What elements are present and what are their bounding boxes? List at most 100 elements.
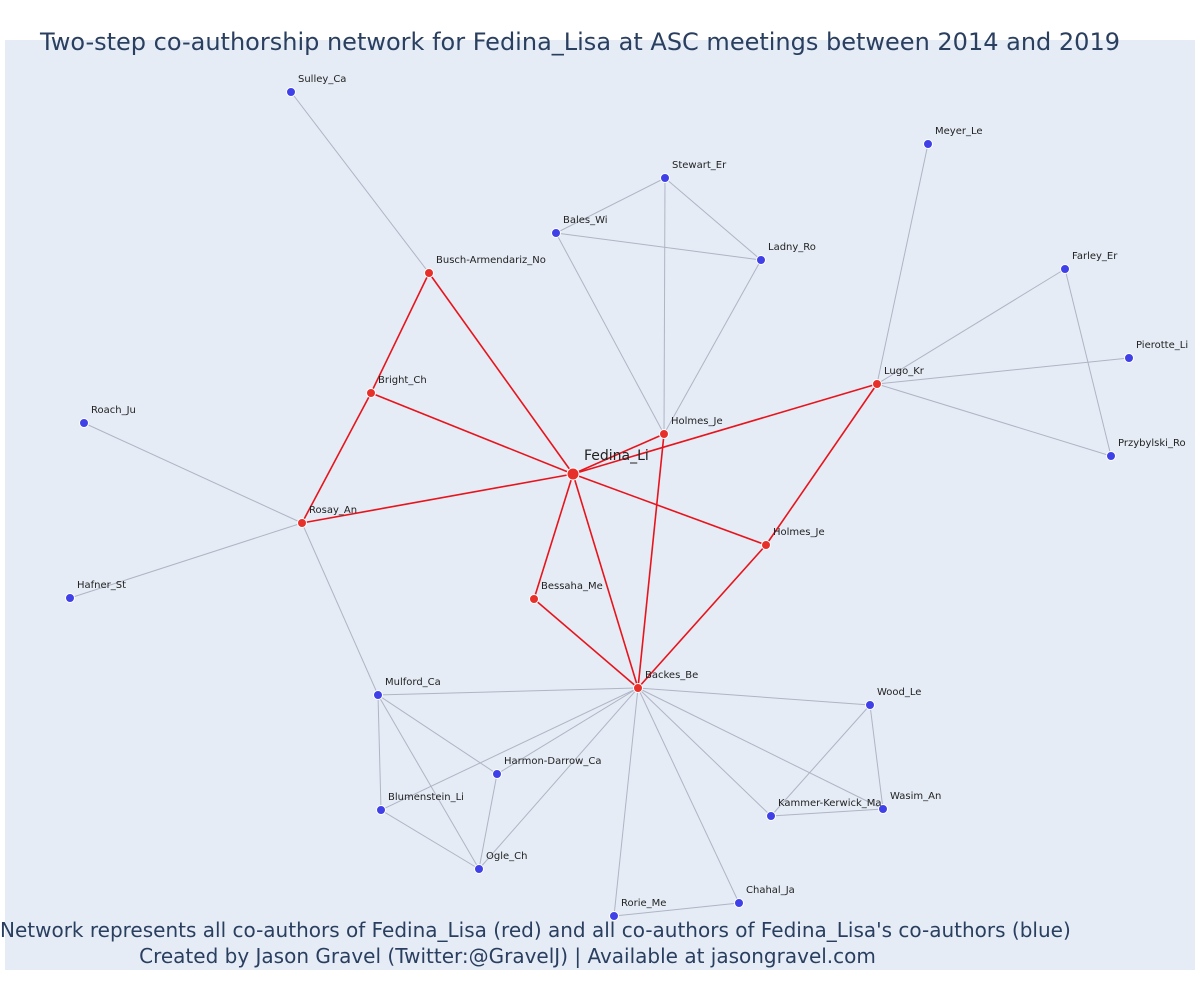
chart-title: Two-step co-authorship network for Fedin…: [40, 28, 1120, 56]
node-label-rorie: Rorie_Me: [621, 898, 666, 909]
edge-bessaha-backes: [533, 598, 639, 689]
edge-fedina-bessaha: [533, 473, 574, 600]
node-wasim[interactable]: [878, 804, 888, 814]
node-label-mulford: Mulford_Ca: [385, 677, 441, 688]
edge-fedina-rosay: [301, 473, 574, 524]
plot-area: [5, 40, 1195, 970]
node-label-holmes1: Holmes_Je: [671, 416, 723, 427]
node-sulley[interactable]: [286, 87, 296, 97]
node-busch[interactable]: [424, 268, 434, 278]
node-layer: [65, 87, 1134, 921]
node-label-pierotte: Pierotte_Li: [1136, 340, 1188, 351]
node-bessaha[interactable]: [529, 594, 539, 604]
node-label-stewart: Stewart_Er: [672, 160, 727, 171]
edge-przybylski-lugo: [876, 383, 1112, 457]
edge-busch-bright: [370, 272, 430, 394]
node-bales[interactable]: [551, 228, 561, 238]
node-label-backes: Backes_Be: [645, 670, 698, 681]
node-label-bright: Bright_Ch: [378, 375, 427, 386]
edge-hafner-rosay: [69, 522, 303, 599]
node-rorie[interactable]: [609, 911, 619, 921]
edge-rorie-chahal: [613, 902, 740, 917]
edge-holmes2-backes: [637, 544, 767, 689]
edge-fedina-lugo: [572, 383, 878, 475]
node-label-kammer: Kammer-Kerwick_Ma: [778, 798, 882, 809]
node-harmon[interactable]: [492, 769, 502, 779]
edge-farley-przybylski: [1064, 268, 1112, 457]
node-backes[interactable]: [633, 683, 643, 693]
edge-fedina-holmes2: [572, 473, 767, 546]
edge-ogle-backes: [478, 687, 639, 870]
node-label-bales: Bales_Wi: [563, 215, 608, 226]
edge-harmon-backes: [496, 687, 639, 775]
edge-blumenstein-ogle: [380, 809, 480, 870]
edge-bright-rosay: [301, 392, 372, 524]
node-label-ladny: Ladny_Ro: [768, 242, 816, 253]
node-label-fedina: Fedina_Li: [584, 448, 649, 464]
node-kammer[interactable]: [766, 811, 776, 821]
edge-stewart-ladny: [664, 177, 762, 261]
edge-backes-rorie: [613, 687, 639, 917]
edge-fedina-bright: [370, 392, 574, 475]
edge-meyer-lugo: [876, 143, 929, 385]
edge-ladny-holmes1: [663, 259, 762, 435]
node-label-hafner: Hafner_St: [77, 580, 126, 591]
edge-fedina-busch: [428, 272, 574, 475]
edge-bales-ladny: [555, 232, 762, 261]
edge-wood-wasim: [869, 704, 884, 810]
node-farley[interactable]: [1060, 264, 1070, 274]
node-bright[interactable]: [366, 388, 376, 398]
edge-fedina-backes: [572, 473, 639, 689]
edge-wood-kammer: [770, 704, 871, 817]
node-chahal[interactable]: [734, 898, 744, 908]
node-holmes2[interactable]: [761, 540, 771, 550]
edge-mulford-ogle: [377, 694, 480, 870]
node-label-meyer: Meyer_Le: [935, 126, 983, 137]
edge-mulford-backes: [377, 687, 639, 696]
node-label-ogle: Ogle_Ch: [486, 851, 527, 862]
node-rosay[interactable]: [297, 518, 307, 528]
edge-fedina-holmes1: [572, 433, 665, 475]
edge-bales-holmes1: [555, 232, 665, 435]
edge-mulford-blumenstein: [377, 694, 382, 811]
edge-roach-rosay: [83, 422, 303, 524]
edge-farley-lugo: [876, 268, 1066, 385]
node-label-holmes2: Holmes_Je: [773, 527, 825, 538]
node-label-farley: Farley_Er: [1072, 251, 1118, 262]
edge-backes-kammer: [637, 687, 772, 817]
edge-stewart-bales: [555, 177, 666, 234]
node-blumenstein[interactable]: [376, 805, 386, 815]
node-ladny[interactable]: [756, 255, 766, 265]
edge-harmon-ogle: [478, 773, 498, 870]
node-fedina[interactable]: [566, 467, 580, 481]
edge-stewart-holmes1: [663, 177, 666, 435]
node-ogle[interactable]: [474, 864, 484, 874]
edge-backes-wasim: [637, 687, 884, 810]
edge-backes-wood: [637, 687, 871, 706]
edge-pierotte-lugo: [876, 357, 1130, 385]
edge-sulley-busch: [290, 91, 430, 274]
edge-mulford-harmon: [377, 694, 498, 775]
node-wood[interactable]: [865, 700, 875, 710]
edge-kammer-wasim: [770, 808, 884, 817]
node-holmes1[interactable]: [659, 429, 669, 439]
node-roach[interactable]: [79, 418, 89, 428]
node-label-sulley: Sulley_Ca: [298, 74, 346, 85]
node-meyer[interactable]: [923, 139, 933, 149]
node-hafner[interactable]: [65, 593, 75, 603]
caption-credit: Created by Jason Gravel (Twitter:@Gravel…: [139, 944, 876, 968]
label-layer: Fedina_Li Busch-Armendariz_No Bright_Ch Ros…: [77, 74, 1188, 909]
edge-backes-chahal: [637, 687, 740, 904]
node-label-wasim: Wasim_An: [890, 791, 941, 802]
node-pierotte[interactable]: [1124, 353, 1134, 363]
edge-blumenstein-backes: [380, 687, 639, 811]
node-przybylski[interactable]: [1106, 451, 1116, 461]
node-label-harmon: Harmon-Darrow_Ca: [504, 756, 601, 767]
edge-holmes1-backes: [637, 433, 665, 689]
node-lugo[interactable]: [872, 379, 882, 389]
node-label-rosay: Rosay_An: [309, 505, 357, 516]
node-stewart[interactable]: [660, 173, 670, 183]
node-mulford[interactable]: [373, 690, 383, 700]
edge-layer: [69, 91, 1130, 917]
